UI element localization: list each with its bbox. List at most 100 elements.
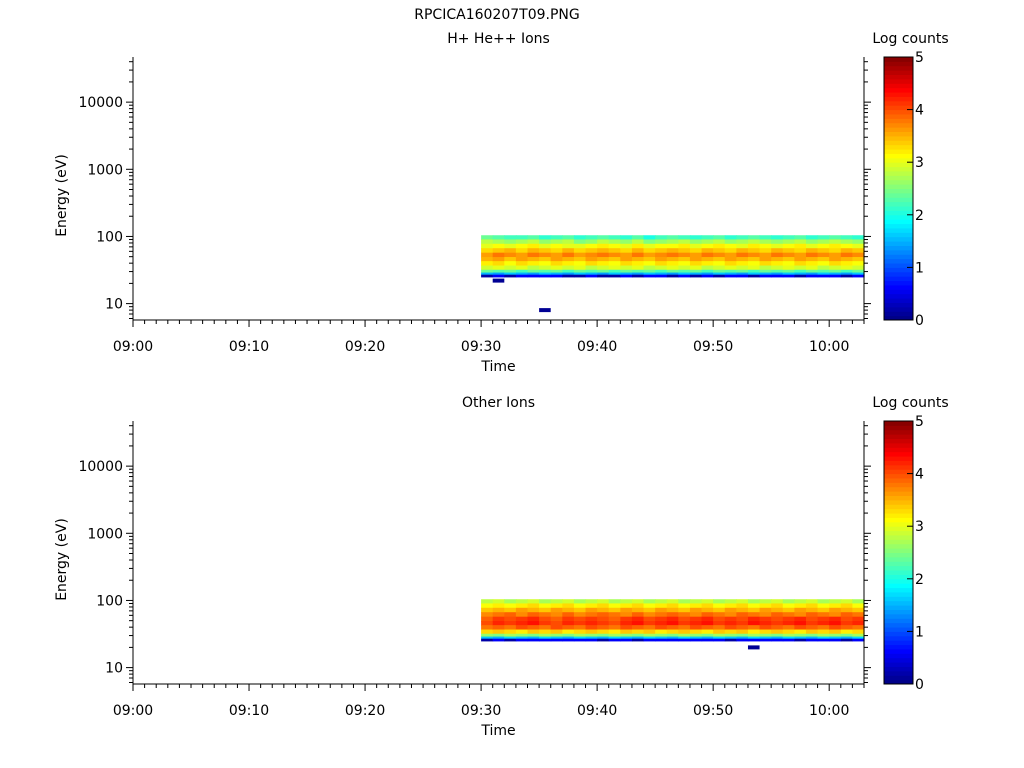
heatmap-cell	[701, 599, 714, 605]
heatmap-cell	[759, 625, 772, 631]
heatmap-cell	[852, 239, 865, 245]
heatmap-cell	[515, 629, 529, 635]
heatmap-cell	[666, 629, 679, 635]
heatmap-cell	[562, 243, 575, 249]
heatmap-cell	[701, 638, 714, 642]
heatmap-cell	[794, 235, 807, 241]
heatmap-cell	[631, 603, 645, 609]
heatmap-cell	[573, 633, 587, 638]
colorbar-segment	[884, 429, 913, 435]
heatmap-cell	[805, 248, 819, 254]
colorbar-segment	[884, 162, 913, 168]
colorbar-segment	[884, 605, 913, 610]
heatmap-cell	[666, 248, 679, 254]
heatmap-cell	[597, 603, 610, 609]
heatmap-cell	[666, 621, 679, 626]
heatmap-cell	[492, 625, 505, 631]
heatmap-cell	[759, 612, 772, 618]
heatmap-cell	[759, 603, 772, 609]
heatmap-cell	[655, 607, 668, 613]
colorbar-segment	[884, 534, 913, 540]
heatmap-cell	[817, 621, 830, 626]
heatmap-cell	[759, 621, 772, 626]
heatmap-cell	[678, 257, 691, 262]
heatmap-cell	[527, 257, 540, 262]
heatmap-cell	[562, 269, 575, 274]
heatmap-cell	[805, 274, 819, 278]
colorbar-tick-label: 2	[915, 208, 924, 224]
heatmap-cell	[759, 636, 772, 640]
colorbar-segment	[884, 504, 913, 510]
heatmap-cell	[759, 272, 772, 276]
heatmap-cell	[666, 235, 679, 241]
heatmap-cell	[608, 265, 621, 271]
heatmap-cell	[689, 621, 703, 626]
colorbar-segment	[884, 482, 913, 488]
heatmap-cell	[655, 612, 668, 618]
heatmap-cell	[701, 621, 714, 626]
heatmap-cell	[805, 599, 819, 605]
heatmap-cell	[689, 265, 703, 271]
heatmap-cell	[771, 235, 784, 241]
heatmap-cell	[492, 633, 505, 638]
heatmap-cell	[724, 269, 737, 274]
heatmap-cell	[782, 638, 795, 642]
heatmap-cell	[492, 272, 505, 276]
colorbar-label: Log counts	[872, 31, 948, 47]
colorbar-tick-label: 5	[915, 414, 924, 430]
heatmap-cell	[655, 629, 668, 635]
heatmap-cell	[678, 269, 691, 274]
heatmap-cell	[840, 235, 853, 241]
heatmap-cell	[829, 621, 842, 626]
heatmap-cell	[736, 621, 749, 626]
heatmap-cell	[481, 248, 494, 254]
heatmap-cell	[550, 272, 563, 276]
colorbar-segment	[884, 227, 913, 233]
heatmap-cell	[550, 599, 563, 605]
heatmap-cell	[736, 252, 749, 258]
heatmap-cell	[655, 616, 668, 622]
heatmap-cell	[504, 625, 517, 631]
heatmap-cell	[504, 239, 517, 245]
heatmap-cell	[527, 636, 540, 640]
heatmap-cell	[701, 636, 714, 640]
heatmap-cell	[550, 625, 563, 631]
colorbar-segment	[884, 276, 913, 282]
heatmap-cell	[771, 629, 784, 635]
heatmap-cell	[817, 616, 830, 622]
colorbar-segment	[884, 499, 913, 505]
heatmap-cell	[771, 607, 784, 613]
heatmap-cell	[794, 272, 807, 276]
heatmap-cell	[724, 239, 737, 245]
colorbar-segment	[884, 175, 913, 181]
heatmap-cell	[481, 638, 494, 642]
heatmap-cell	[840, 638, 853, 642]
heatmap-cell	[817, 239, 830, 245]
heatmap-cell	[620, 599, 633, 605]
heatmap-cell	[701, 603, 714, 609]
heatmap-cell	[608, 612, 621, 618]
heatmap-cell	[724, 633, 737, 638]
heatmap-cell	[736, 269, 749, 274]
y-tick-label: 100	[96, 593, 123, 609]
heatmap-cell	[805, 633, 819, 638]
heatmap-cell	[829, 603, 842, 609]
heatmap-cell	[608, 269, 621, 274]
heatmap-cell	[597, 261, 610, 267]
heatmap-cell	[515, 239, 529, 245]
colorbar-segment	[884, 469, 913, 475]
heatmap-cell	[481, 265, 494, 271]
colorbar-segment	[884, 548, 913, 553]
heatmap-cell	[655, 272, 668, 276]
heatmap-cell	[573, 265, 587, 271]
heatmap-cell	[573, 629, 587, 635]
colorbar-segment	[884, 600, 913, 606]
heatmap-cell	[643, 599, 656, 605]
heatmap-cell	[724, 272, 737, 276]
heatmap-cell	[527, 235, 540, 241]
heatmap-cell	[597, 248, 610, 254]
heatmap-cell	[701, 243, 714, 249]
heatmap-cell	[481, 274, 494, 278]
heatmap-cell	[840, 272, 853, 276]
heatmap-cell	[585, 633, 598, 638]
